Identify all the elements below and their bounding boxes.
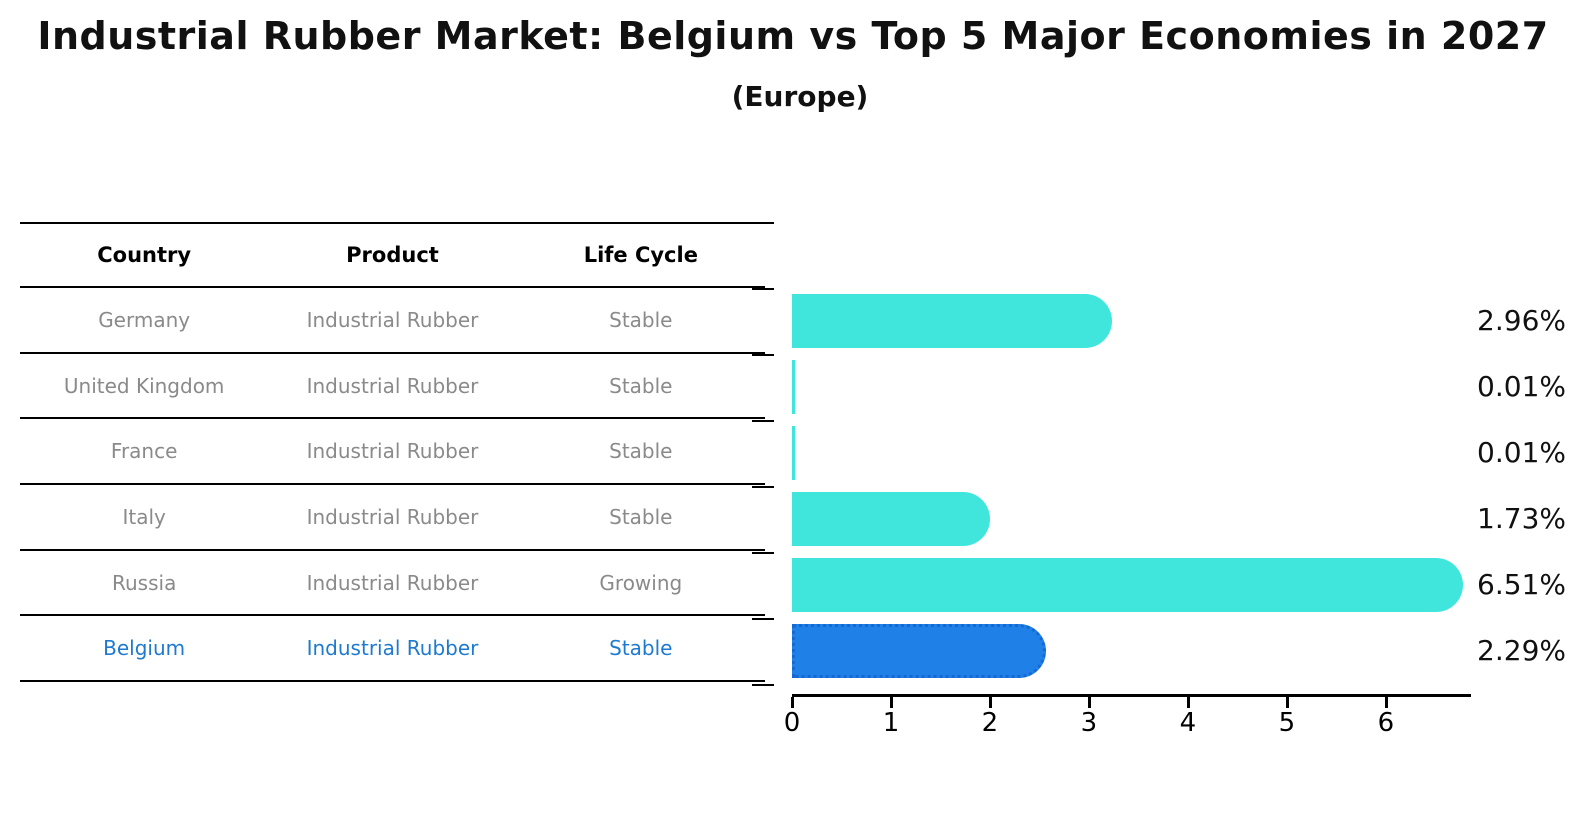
x-axis-tick-label: 2: [981, 708, 999, 738]
cell-lifecycle: Stable: [609, 373, 673, 398]
chart-title: Industrial Rubber Market: Belgium vs Top…: [37, 14, 1549, 58]
x-axis-tick: [1384, 697, 1388, 708]
bar-france: [792, 426, 795, 480]
cell-product: Industrial Rubber: [306, 636, 479, 661]
y-axis-tick: [752, 618, 774, 620]
y-axis-tick: [752, 552, 774, 554]
cell-lifecycle: Stable: [609, 439, 673, 464]
x-axis-tick: [889, 697, 893, 708]
table-row-italy: Italy Industrial Rubber Stable: [20, 485, 765, 549]
x-axis-tick-label: 1: [882, 708, 900, 738]
table-row-united-kingdom: United Kingdom Industrial Rubber Stable: [20, 354, 765, 418]
bar-italy: [792, 492, 991, 546]
cell-country: Italy: [122, 505, 166, 529]
table-header-row: Country Product Life Cycle: [20, 224, 765, 286]
bar-russia: [792, 558, 1464, 612]
y-axis-tick: [752, 684, 774, 686]
table-row-border: [20, 680, 765, 683]
value-label-russia: 6.51%: [1477, 568, 1566, 601]
col-header-lifecycle: Life Cycle: [583, 243, 698, 267]
cell-country: France: [110, 439, 178, 464]
table-row-germany: Germany Industrial Rubber Stable: [20, 288, 765, 352]
y-axis-tick: [752, 354, 774, 356]
x-axis-tick-label: 3: [1080, 708, 1098, 738]
col-header-country: Country: [97, 243, 192, 267]
cell-lifecycle: Stable: [609, 308, 673, 332]
table-top-border: [20, 222, 765, 224]
col-header-product: Product: [346, 243, 439, 267]
table-row-border: [20, 417, 765, 420]
table-header-border: [20, 286, 765, 288]
cell-lifecycle: Stable: [609, 636, 673, 661]
y-axis-tick: [752, 288, 774, 290]
table-row-border: [20, 483, 765, 486]
table-row-border: [20, 351, 765, 354]
country-table: Country Product Life Cycle Germany Indust…: [20, 222, 765, 683]
cell-lifecycle: Growing: [599, 570, 683, 595]
cell-product: Industrial Rubber: [306, 570, 479, 595]
x-axis-tick-label: 0: [783, 708, 801, 738]
cell-country: Russia: [112, 570, 177, 595]
cell-country: Germany: [98, 308, 191, 332]
table-row-russia: Russia Industrial Rubber Growing: [20, 551, 765, 615]
bar-united-kingdom: [792, 360, 795, 414]
x-axis-tick-label: 4: [1179, 708, 1197, 738]
bar-belgium: [792, 624, 1046, 678]
x-axis-tick-label: 6: [1377, 708, 1395, 738]
value-label-italy: 1.73%: [1477, 502, 1566, 535]
x-axis-tick: [1087, 697, 1091, 708]
cell-country: United Kingdom: [63, 373, 225, 398]
x-axis-tick-label: 5: [1278, 708, 1296, 738]
bar-germany: [792, 294, 1112, 348]
x-axis-tick: [1186, 697, 1190, 708]
y-axis-tick: [752, 486, 774, 488]
cell-product: Industrial Rubber: [306, 505, 479, 529]
cell-product: Industrial Rubber: [306, 373, 479, 398]
cell-product: Industrial Rubber: [306, 439, 479, 464]
cell-country: Belgium: [103, 636, 186, 661]
value-label-united-kingdom: 0.01%: [1477, 370, 1566, 403]
value-label-france: 0.01%: [1477, 436, 1566, 469]
x-axis-tick: [988, 697, 992, 708]
table-row-border: [20, 548, 765, 551]
y-axis-tick: [752, 222, 774, 224]
y-axis-tick: [752, 420, 774, 422]
x-axis-tick: [1285, 697, 1289, 708]
table-row-france: France Industrial Rubber Stable: [20, 419, 765, 483]
value-label-germany: 2.96%: [1477, 304, 1566, 337]
chart-subtitle: (Europe): [731, 80, 869, 113]
cell-product: Industrial Rubber: [306, 308, 479, 332]
x-axis-line: [792, 694, 1471, 697]
table-row-belgium: Belgium Industrial Rubber Stable: [20, 616, 765, 680]
table-row-border: [20, 614, 765, 617]
cell-lifecycle: Stable: [609, 505, 673, 529]
x-axis-tick: [791, 697, 794, 708]
value-label-belgium: 2.29%: [1477, 634, 1566, 667]
